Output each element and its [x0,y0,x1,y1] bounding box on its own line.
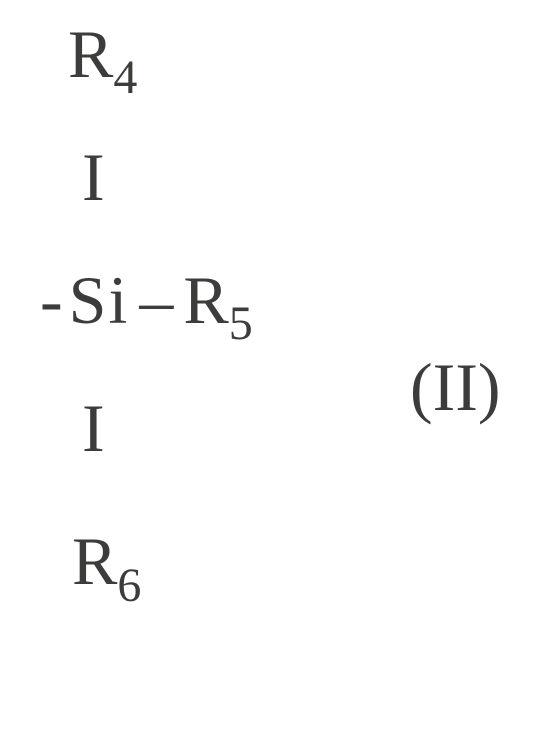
bond-i-bottom: I [82,390,105,466]
r4-base: R [68,16,113,92]
r5-base: R [183,262,228,338]
si-center-row: -Si–R5 [40,266,253,339]
r6-base: R [72,523,117,599]
r5-sub: 5 [229,297,253,350]
r6-group: R6 [72,527,253,600]
chemical-formula: R4 I -Si–R5 I R6 [40,20,253,601]
vertical-bond-bottom: I [82,394,253,462]
dash-right: – [139,262,173,338]
formula-label: (II) [410,348,501,427]
vertical-bond-top: I [82,143,253,211]
r4-sub: 4 [113,51,137,104]
bond-i-top: I [82,139,105,215]
dash-left: - [40,262,63,338]
si-atom: Si [69,262,130,338]
r6-sub: 6 [117,559,141,612]
r4-group: R4 [68,20,253,93]
